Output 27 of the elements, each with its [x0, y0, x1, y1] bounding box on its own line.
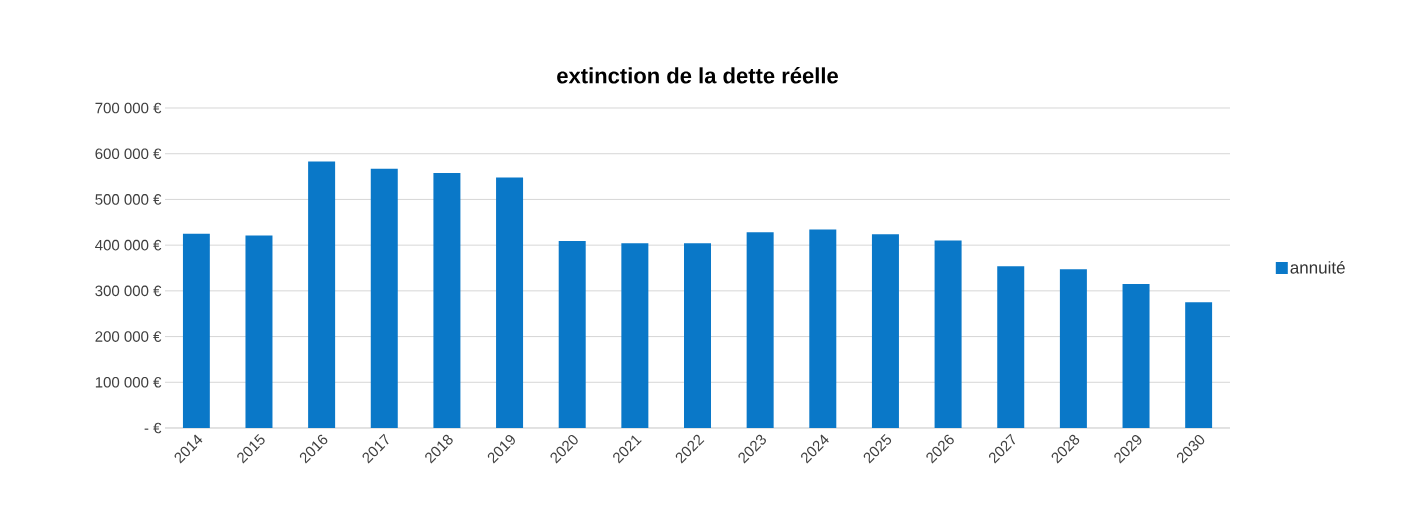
bar [1122, 284, 1150, 428]
y-tick-label: 300 000 € [95, 285, 162, 297]
bar [496, 177, 524, 428]
bar [997, 266, 1025, 428]
bar [558, 241, 586, 428]
bar [370, 168, 398, 428]
y-tick-label: 500 000 € [95, 194, 162, 205]
bar [1185, 302, 1213, 428]
y-tick-label: 200 000 € [95, 331, 162, 342]
bar [433, 172, 461, 428]
bar [308, 161, 336, 428]
bar [245, 235, 273, 428]
bar [182, 233, 210, 428]
legend-label: annuité [1290, 260, 1345, 274]
y-tick-label: 400 000 € [95, 239, 162, 251]
bar [1059, 269, 1087, 428]
bar [684, 243, 711, 428]
y-tick-label: 100 000 € [95, 376, 162, 388]
chart-title: extinction de la dette réelle [557, 67, 838, 84]
bar [871, 234, 899, 428]
bar [746, 232, 774, 428]
bar [809, 229, 837, 428]
bar [621, 243, 649, 428]
y-tick-label: 600 000 € [95, 148, 162, 160]
y-tick-label: 700 000 € [95, 102, 162, 114]
bar [934, 240, 962, 428]
y-tick-label: - € [144, 422, 162, 434]
